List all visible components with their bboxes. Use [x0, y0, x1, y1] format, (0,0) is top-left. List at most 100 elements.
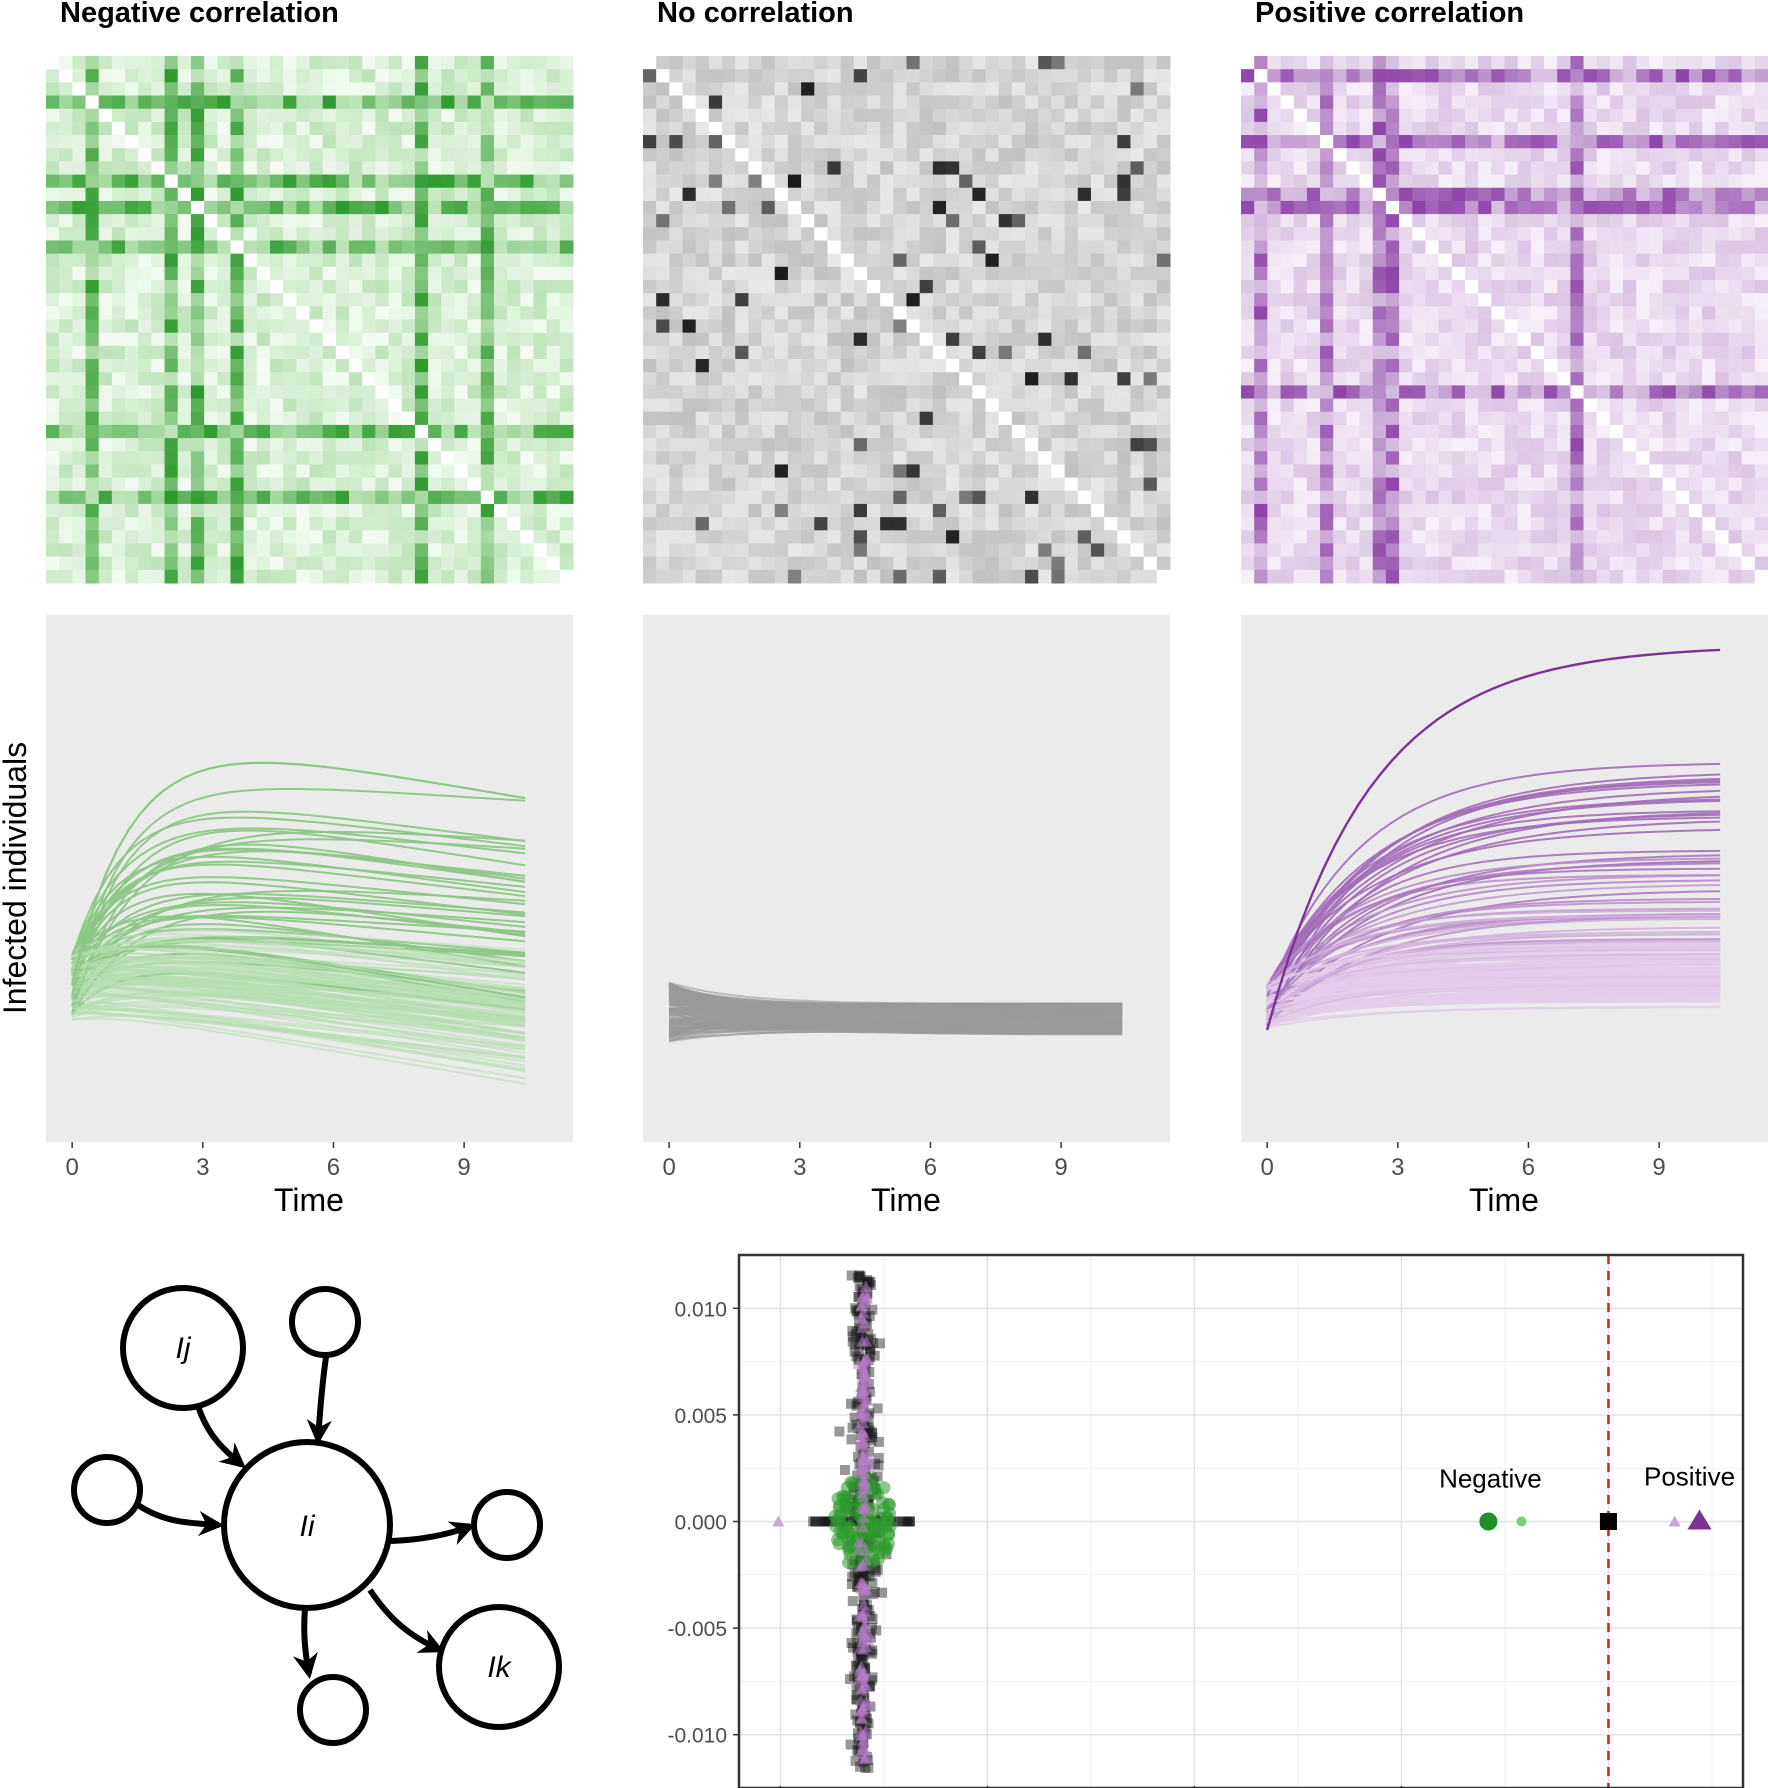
heatmap-cell	[177, 121, 192, 136]
heatmap-cell	[1359, 438, 1374, 452]
heatmap-cell	[866, 464, 881, 479]
heatmap-cell	[1728, 161, 1743, 176]
heatmap-cell	[643, 135, 657, 149]
heatmap-cell	[722, 503, 736, 518]
heatmap-cell	[1038, 556, 1052, 571]
heatmap-cell	[1504, 279, 1519, 294]
heatmap-cell	[559, 503, 574, 518]
heatmap-cell	[748, 214, 763, 228]
heatmap-cell	[59, 398, 73, 413]
heatmap-cell	[1609, 240, 1624, 255]
heatmap-cell	[866, 530, 881, 544]
heatmap-cell	[866, 438, 881, 452]
heatmap-cell	[840, 398, 855, 413]
heatmap-cell	[1491, 543, 1506, 558]
heatmap-cell	[1254, 187, 1268, 202]
heatmap-cell	[414, 108, 429, 123]
heatmap-cell	[1064, 161, 1079, 176]
heatmap-cell	[735, 569, 749, 584]
heatmap-cell	[414, 174, 429, 189]
heatmap-cell	[1254, 424, 1268, 439]
heatmap-cell	[454, 569, 469, 584]
heatmap-cell	[98, 266, 113, 281]
heatmap-cell	[827, 266, 842, 281]
heatmap-cell	[880, 187, 894, 202]
heatmap-cell	[1385, 319, 1400, 334]
heatmap-cell	[441, 56, 455, 70]
heatmap-cell	[480, 319, 495, 334]
heatmap-cell	[1464, 200, 1479, 215]
heatmap-cell	[946, 293, 960, 307]
heatmap-cell	[866, 424, 881, 439]
heatmap-cell	[840, 266, 855, 281]
series-line	[71, 948, 526, 1006]
heatmap-cell	[111, 490, 126, 505]
series-line	[72, 1011, 526, 1059]
heatmap-cell	[1156, 503, 1171, 518]
heatmap-cell	[1715, 69, 1729, 83]
heatmap-cell	[814, 503, 828, 518]
heatmap-cell	[1583, 398, 1598, 413]
heatmap-cell	[72, 148, 87, 162]
heatmap-cell	[1517, 214, 1532, 228]
heatmap-cell	[296, 200, 311, 215]
heatmap-cell	[1077, 135, 1092, 149]
heatmap-cell	[72, 503, 87, 518]
heatmap-cell	[932, 82, 947, 97]
heatmap-cell	[349, 398, 363, 413]
heatmap-cell	[669, 464, 684, 479]
heatmap-cell	[946, 200, 960, 215]
heatmap-cell	[1254, 108, 1268, 123]
heatmap-cell	[1715, 266, 1729, 281]
heatmap-cell	[1104, 187, 1118, 202]
heatmap-cell	[695, 200, 710, 215]
heatmap-cell	[1425, 227, 1440, 241]
heatmap-cell	[1754, 359, 1768, 373]
heatmap-cell	[1491, 517, 1506, 531]
heatmap-cell	[1090, 477, 1105, 492]
heatmap-cell	[1077, 438, 1092, 452]
heatmap-cell	[125, 240, 139, 255]
heatmap-cell	[880, 148, 894, 162]
heatmap-cell	[1011, 95, 1026, 110]
heatmap-cell	[480, 517, 495, 531]
heatmap-cell	[932, 56, 947, 70]
heatmap-cell	[1464, 279, 1479, 294]
heatmap-cell	[111, 372, 126, 386]
heatmap-cell	[46, 56, 60, 70]
heatmap-cell	[85, 424, 100, 439]
heatmap-cell	[840, 253, 855, 268]
heatmap-cell	[669, 451, 684, 465]
heatmap-cell	[1254, 200, 1268, 215]
heatmap-cell	[827, 385, 842, 400]
series-line	[71, 979, 526, 1047]
heatmap-cell	[643, 451, 657, 465]
heatmap-cell	[177, 569, 192, 584]
heatmap-cell	[1741, 82, 1756, 97]
heatmap-cell	[493, 398, 508, 413]
heatmap-cell	[985, 477, 1000, 492]
heatmap-cell	[1504, 108, 1519, 123]
heatmap-cell	[362, 411, 376, 426]
heatmap-cell	[1438, 569, 1453, 584]
heatmap-cell	[1741, 187, 1756, 202]
heatmap-cell	[1372, 82, 1387, 97]
heatmap-cell	[1156, 253, 1171, 268]
heatmap-cell	[1333, 148, 1347, 162]
heatmap-cell	[414, 293, 429, 307]
heatmap-cell	[283, 359, 297, 373]
heatmap-cell	[533, 135, 548, 149]
heatmap-cell	[85, 503, 100, 518]
heatmap-cell	[893, 345, 908, 360]
heatmap-cell	[1051, 187, 1066, 202]
heatmap-cell	[906, 240, 921, 255]
heatmap-cell	[1675, 121, 1690, 136]
heatmap-cell	[1504, 82, 1519, 97]
heatmap-cell	[414, 56, 429, 70]
heatmap-cell	[72, 187, 87, 202]
heatmap-cell	[164, 464, 179, 479]
heatmap-cell	[840, 411, 855, 426]
heatmap-cell	[454, 227, 469, 241]
heatmap-cell	[401, 69, 416, 83]
heatmap-cell	[985, 82, 1000, 97]
